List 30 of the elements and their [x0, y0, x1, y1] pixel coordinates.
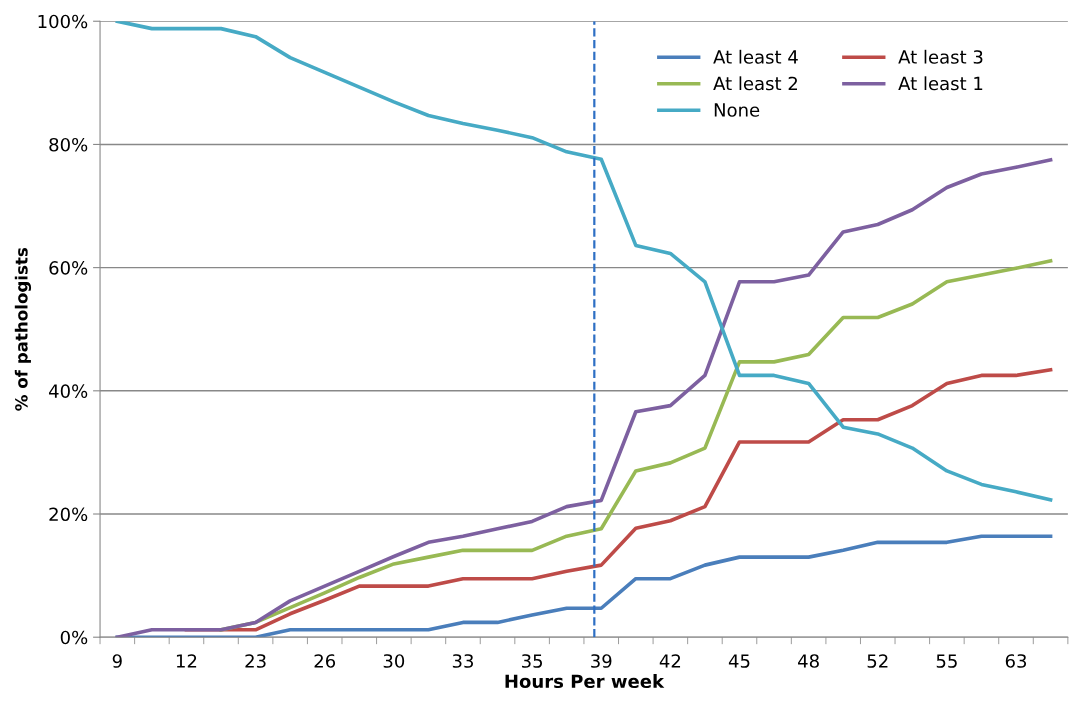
line-series — [115, 534, 1053, 638]
x-tick-label: 39 — [591, 654, 612, 668]
y-tick-label: 60% — [49, 261, 88, 275]
y-tick-label: 20% — [49, 507, 88, 522]
legend-label: At least 3 — [898, 49, 983, 64]
y-tick-label: 40% — [48, 384, 88, 398]
x-tick-label: 45 — [728, 654, 750, 668]
y-axis-title: % of pathologists — [14, 247, 32, 411]
y-tick-label: 80% — [49, 137, 88, 152]
x-tick-label: 9 — [112, 654, 122, 668]
line-series — [115, 158, 1053, 638]
x-tick-label: 48 — [798, 654, 819, 668]
x-tick-label: 23 — [245, 654, 266, 668]
y-tick-label: 100% — [38, 14, 88, 29]
legend-label: At least 1 — [898, 76, 983, 91]
x-tick-label: 52 — [867, 654, 888, 668]
x-tick-label: 12 — [176, 654, 197, 668]
x-tick-label: 33 — [452, 654, 474, 668]
x-tick-label: 63 — [1005, 654, 1027, 668]
y-tick-label: 0% — [60, 630, 88, 645]
legend-label: At least 4 — [713, 49, 798, 64]
legend-label: None — [714, 103, 760, 117]
x-tick-label: 26 — [314, 654, 336, 668]
line-series — [115, 21, 1053, 502]
x-axis-title: Hours Per week — [505, 674, 665, 689]
x-tick-label: 35 — [521, 654, 543, 668]
legend-label: At least 2 — [713, 76, 797, 91]
x-tick-label: 30 — [383, 654, 405, 668]
x-tick-label: 42 — [659, 654, 681, 668]
x-tick-label: 55 — [936, 654, 957, 668]
